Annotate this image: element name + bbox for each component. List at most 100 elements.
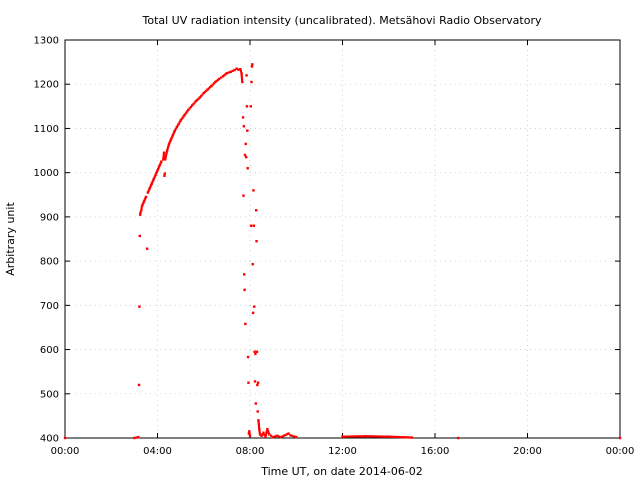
data-point xyxy=(356,435,359,438)
data-point xyxy=(169,139,172,143)
data-point xyxy=(284,433,287,437)
data-point xyxy=(140,209,143,212)
data-point xyxy=(233,68,236,72)
data-point xyxy=(157,167,160,171)
data-point xyxy=(250,65,254,68)
data-point xyxy=(149,185,152,188)
y-tick-label: 900 xyxy=(40,212,59,223)
data-point xyxy=(256,383,259,387)
data-point xyxy=(170,136,173,140)
data-point xyxy=(293,435,296,438)
data-point xyxy=(227,71,230,74)
data-point xyxy=(163,172,167,175)
data-point xyxy=(255,240,258,243)
data-point xyxy=(374,435,377,438)
data-point xyxy=(155,170,158,174)
data-point xyxy=(200,94,203,98)
data-point xyxy=(392,435,395,438)
data-point xyxy=(251,63,254,66)
data-point xyxy=(256,381,260,384)
data-point xyxy=(215,79,218,83)
x-axis-title: Time UT, on date 2014-06-02 xyxy=(260,465,423,478)
data-point xyxy=(257,426,261,429)
data-point xyxy=(239,67,242,71)
data-point xyxy=(244,142,247,146)
data-point xyxy=(192,102,195,106)
data-point xyxy=(241,80,244,84)
data-point xyxy=(371,435,374,438)
data-point xyxy=(219,76,223,79)
data-point xyxy=(264,433,267,436)
data-point xyxy=(394,435,397,439)
data-point xyxy=(173,131,176,134)
data-point xyxy=(385,435,389,438)
data-point xyxy=(144,197,147,200)
data-point xyxy=(141,203,144,206)
data-point xyxy=(387,435,390,438)
data-point xyxy=(217,77,221,81)
data-point xyxy=(354,435,357,438)
data-point xyxy=(179,119,182,122)
data-point xyxy=(258,427,261,431)
data-point xyxy=(254,402,257,405)
data-point xyxy=(249,105,252,108)
data-point xyxy=(376,435,379,438)
data-point xyxy=(364,435,367,438)
data-point xyxy=(138,234,141,238)
data-point xyxy=(251,263,254,266)
data-point xyxy=(343,435,346,438)
data-point xyxy=(174,127,177,130)
data-point xyxy=(369,435,372,438)
data-point xyxy=(266,427,269,431)
data-point xyxy=(241,79,244,82)
data-point xyxy=(248,432,251,435)
data-point xyxy=(152,178,155,181)
data-point xyxy=(194,99,198,103)
data-point xyxy=(251,311,255,315)
data-point xyxy=(263,433,266,436)
data-point xyxy=(248,434,252,437)
data-point xyxy=(223,74,226,77)
data-point xyxy=(252,189,255,192)
data-point xyxy=(279,435,283,439)
data-point xyxy=(240,71,243,75)
data-point xyxy=(137,435,140,439)
data-point xyxy=(164,156,167,159)
data-point xyxy=(361,435,364,438)
data-point xyxy=(225,71,229,75)
data-point xyxy=(173,129,177,132)
data-point xyxy=(177,122,180,126)
y-axis-title: Arbitrary unit xyxy=(4,202,17,276)
data-point xyxy=(151,181,154,184)
data-point xyxy=(180,118,183,121)
data-point xyxy=(201,93,204,96)
data-point xyxy=(209,86,212,89)
data-point xyxy=(153,176,156,179)
data-point xyxy=(157,166,160,169)
data-point xyxy=(389,435,392,438)
data-point xyxy=(140,204,144,208)
data-point xyxy=(270,434,273,437)
data-point xyxy=(198,96,202,99)
x-tick-label: 16:00 xyxy=(421,446,450,457)
data-point xyxy=(254,352,257,356)
data-point xyxy=(257,422,260,425)
data-point xyxy=(262,431,265,434)
data-point xyxy=(291,434,294,438)
data-point xyxy=(176,124,179,127)
data-point xyxy=(285,433,289,436)
data-point xyxy=(256,410,259,413)
data-point xyxy=(402,436,405,439)
data-point xyxy=(258,433,262,436)
data-point xyxy=(210,84,213,88)
data-point xyxy=(384,435,387,438)
data-point xyxy=(154,173,157,177)
data-point xyxy=(153,175,157,178)
data-point xyxy=(148,186,151,190)
data-point xyxy=(245,74,248,77)
data-point xyxy=(211,83,214,86)
data-point xyxy=(253,350,256,353)
data-point xyxy=(162,158,165,161)
data-point xyxy=(171,135,174,138)
